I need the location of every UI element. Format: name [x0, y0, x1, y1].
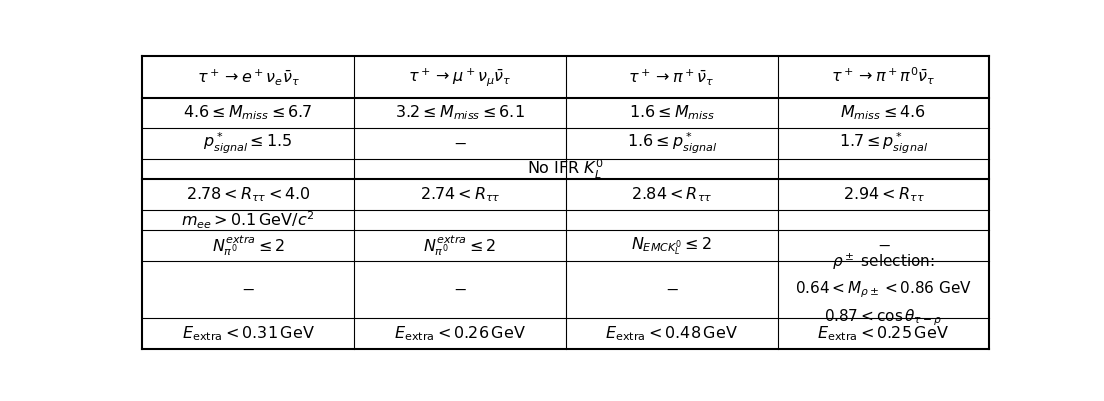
Text: $1.6 \leq p^*_{signal}$: $1.6 \leq p^*_{signal}$: [627, 131, 716, 156]
Text: $\tau^+ \to e^+\nu_e\bar{\nu}_\tau$: $\tau^+ \to e^+\nu_e\bar{\nu}_\tau$: [197, 67, 299, 87]
Text: $E_{\mathrm{extra}} < 0.31\,\mathrm{GeV}$: $E_{\mathrm{extra}} < 0.31\,\mathrm{GeV}…: [182, 324, 315, 343]
Text: $2.74 < R_{\tau\tau}$: $2.74 < R_{\tau\tau}$: [420, 185, 500, 204]
Text: $-$: $-$: [453, 136, 467, 151]
Text: $N^{extra}_{\pi^0} \leq 2$: $N^{extra}_{\pi^0} \leq 2$: [423, 233, 497, 258]
Text: $\tau^+ \to \pi^+\pi^0\bar{\nu}_\tau$: $\tau^+ \to \pi^+\pi^0\bar{\nu}_\tau$: [831, 66, 936, 87]
Text: $2.94 < R_{\tau\tau}$: $2.94 < R_{\tau\tau}$: [842, 185, 924, 204]
Text: $m_{ee} > 0.1\,\mathrm{GeV}/c^2$: $m_{ee} > 0.1\,\mathrm{GeV}/c^2$: [181, 210, 315, 231]
Text: $2.78 < R_{\tau\tau} < 4.0$: $2.78 < R_{\tau\tau} < 4.0$: [185, 185, 310, 204]
Text: $N_{EMCK^0_L} \leq 2$: $N_{EMCK^0_L} \leq 2$: [631, 235, 712, 257]
Text: $p^*_{signal} \leq 1.5$: $p^*_{signal} \leq 1.5$: [203, 131, 293, 156]
Text: $M_{miss} \leq 4.6$: $M_{miss} \leq 4.6$: [840, 103, 926, 122]
Text: $1.6 \leq M_{miss}$: $1.6 \leq M_{miss}$: [628, 103, 714, 122]
Text: $\rho^\pm$ selection:
$0.64 < M_{\rho\pm} < 0.86$ GeV
$0.87 < \cos\theta_{\tau-\: $\rho^\pm$ selection: $0.64 < M_{\rho\pm…: [795, 251, 972, 328]
Text: $E_{\mathrm{extra}} < 0.25\,\mathrm{GeV}$: $E_{\mathrm{extra}} < 0.25\,\mathrm{GeV}…: [817, 324, 949, 343]
Text: $\tau^+ \to \mu^+\nu_\mu\bar{\nu}_\tau$: $\tau^+ \to \mu^+\nu_\mu\bar{\nu}_\tau$: [408, 66, 512, 88]
Text: $E_{\mathrm{extra}} < 0.48\,\mathrm{GeV}$: $E_{\mathrm{extra}} < 0.48\,\mathrm{GeV}…: [605, 324, 739, 343]
Text: $-$: $-$: [877, 238, 890, 253]
Text: $1.7 \leq p^*_{signal}$: $1.7 \leq p^*_{signal}$: [839, 131, 928, 156]
Text: $-$: $-$: [665, 282, 679, 297]
Text: $E_{\mathrm{extra}} < 0.26\,\mathrm{GeV}$: $E_{\mathrm{extra}} < 0.26\,\mathrm{GeV}…: [394, 324, 526, 343]
Text: $N^{extra}_{\pi^0} \leq 2$: $N^{extra}_{\pi^0} \leq 2$: [212, 233, 285, 258]
Text: $3.2 \leq M_{miss} \leq 6.1$: $3.2 \leq M_{miss} \leq 6.1$: [395, 103, 524, 122]
Text: $-$: $-$: [453, 282, 467, 297]
Text: $4.6 \leq M_{miss} \leq 6.7$: $4.6 \leq M_{miss} \leq 6.7$: [183, 103, 312, 122]
Text: $2.84 < R_{\tau\tau}$: $2.84 < R_{\tau\tau}$: [630, 185, 712, 204]
Text: $-$: $-$: [242, 282, 255, 297]
Text: $\tau^+ \to \pi^+\bar{\nu}_\tau$: $\tau^+ \to \pi^+\bar{\nu}_\tau$: [628, 67, 715, 87]
Text: No IFR $K^0_L$: No IFR $K^0_L$: [528, 158, 604, 181]
